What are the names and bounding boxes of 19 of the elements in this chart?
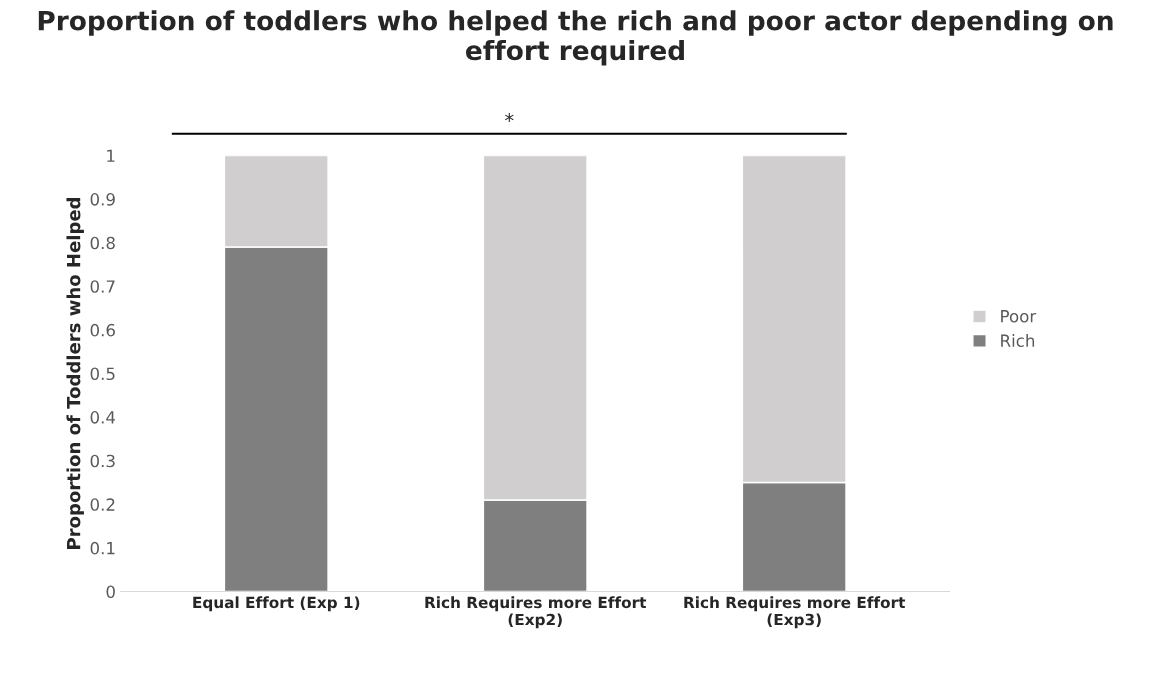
- y-tick-label: 0.6: [90, 323, 115, 337]
- y-tick-label: 0.4: [90, 411, 116, 424]
- y-tick-label: 0.8: [90, 236, 115, 250]
- legend-label: Poor: [1001, 310, 1037, 323]
- x-tick-label: Rich Requires more Effort (Exp3): [684, 596, 906, 629]
- legend-label: Rich: [1001, 334, 1035, 347]
- x-tick-label: Equal Effort (Exp 1): [193, 596, 360, 612]
- x-tick-label: Rich Requires more Effort (Exp2): [425, 596, 647, 629]
- y-tick-label: 0.3: [90, 454, 115, 468]
- y-tick-label: 0.9: [90, 193, 115, 206]
- text: *: [505, 113, 514, 122]
- y-tick-label: 0: [106, 585, 115, 599]
- chart-title: Proportion of toddlers who helped the rich and poor actor depending on effort required: [38, 10, 1113, 66]
- y-tick-label: 0.5: [90, 367, 115, 381]
- y-tick-label: 0.2: [90, 498, 115, 511]
- y-tick-label: 0.7: [90, 280, 115, 293]
- y-axis-title: Proportion of Toddlers who Helped: [66, 197, 84, 549]
- y-tick-label: 0.1: [90, 541, 115, 555]
- y-tick-label: 1: [107, 149, 115, 162]
